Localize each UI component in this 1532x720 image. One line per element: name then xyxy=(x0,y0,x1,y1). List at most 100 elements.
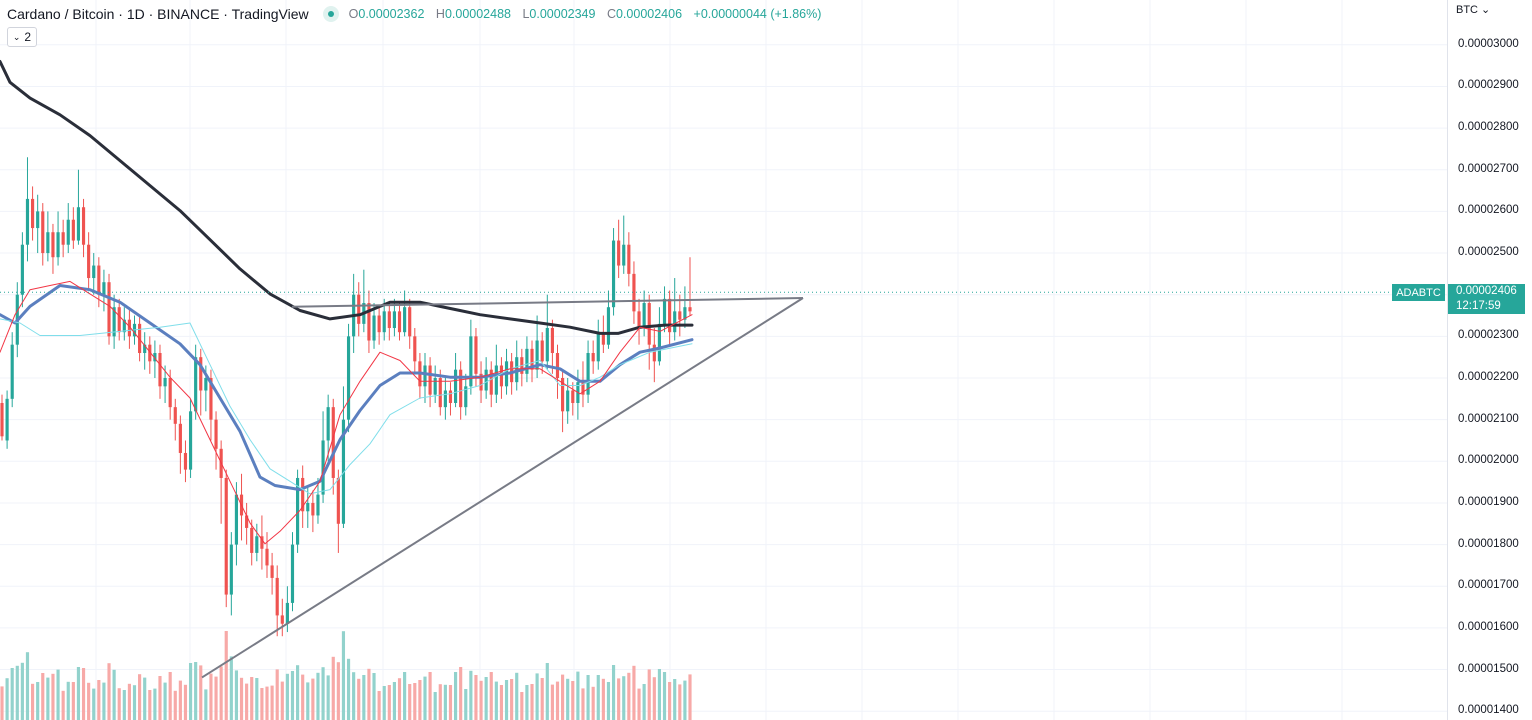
volume-bar xyxy=(341,631,346,720)
candle-body xyxy=(688,307,692,312)
indicators-toggle-button[interactable]: ⌄ 2 xyxy=(7,27,37,47)
candle-body xyxy=(234,494,239,545)
open-value: 0.00002362 xyxy=(358,7,425,21)
moving-average-line xyxy=(0,318,693,495)
candle-body xyxy=(41,211,45,254)
candle-body xyxy=(112,307,116,337)
volume-bar xyxy=(448,685,453,720)
volume-bar xyxy=(260,688,264,720)
trendline xyxy=(291,297,804,308)
candle-body xyxy=(392,311,396,329)
symbol-price-tag: ADABTC xyxy=(1392,284,1445,301)
price-axis[interactable] xyxy=(1447,0,1532,720)
volume-bar xyxy=(530,684,534,720)
candle-body xyxy=(10,344,14,399)
volume-bar xyxy=(387,685,391,720)
candle-body xyxy=(173,407,177,424)
volume-bar xyxy=(566,678,570,720)
volume-bar xyxy=(688,674,692,720)
volume-bar xyxy=(545,663,549,720)
candle-body xyxy=(367,303,371,341)
candle-body xyxy=(372,315,376,341)
candle-body xyxy=(158,353,162,387)
candle-body xyxy=(229,544,233,595)
volume-bar xyxy=(433,692,437,720)
candle-body xyxy=(397,311,402,333)
candle-body xyxy=(443,390,447,408)
chevron-down-icon: ⌄ xyxy=(12,31,21,42)
volume-bar xyxy=(107,663,111,720)
volume-bar xyxy=(576,671,580,720)
candle-body xyxy=(224,477,228,595)
candle-body xyxy=(499,365,504,387)
volume-bar xyxy=(209,673,213,720)
candle-body xyxy=(561,378,565,412)
volume-bar xyxy=(15,665,19,720)
close-value: 0.00002406 xyxy=(615,7,683,21)
candle-body xyxy=(586,353,590,395)
volume-bar xyxy=(10,668,14,720)
candle-body xyxy=(540,340,544,362)
volume-bar xyxy=(255,678,259,720)
bar-countdown: 12:17:59 xyxy=(1456,300,1501,312)
volume-bar xyxy=(148,690,152,720)
volume-bar xyxy=(403,672,407,720)
volume-bar xyxy=(428,672,432,720)
volume-bar xyxy=(499,685,504,720)
candle-body xyxy=(459,369,463,408)
volume-bar xyxy=(438,684,442,720)
volume-bar xyxy=(178,680,182,720)
price-tick-label: 0.00001700 xyxy=(1458,579,1519,592)
candle-body xyxy=(611,240,616,308)
candle-body xyxy=(571,390,575,403)
moving-average-line xyxy=(0,60,694,335)
candle-body xyxy=(321,440,325,495)
volume-bar xyxy=(158,676,162,720)
indicator-count: 2 xyxy=(24,30,32,44)
candle-body xyxy=(469,336,473,387)
candle-body xyxy=(245,515,249,528)
volume-bar xyxy=(296,665,300,720)
candle-body xyxy=(662,298,667,324)
price-tick-label: 0.00002100 xyxy=(1458,412,1519,425)
market-status-icon[interactable] xyxy=(322,6,339,22)
volume-bar xyxy=(250,677,254,720)
candle-body xyxy=(627,244,631,274)
price-tick-label: 0.00001600 xyxy=(1458,620,1519,633)
symbol-title[interactable]: Cardano / Bitcoin · 1D · BINANCE · Tradi… xyxy=(7,6,309,22)
candle-body xyxy=(36,211,40,229)
candle-body xyxy=(163,378,167,387)
volume-bar xyxy=(678,684,682,720)
price-tick-label: 0.00002900 xyxy=(1458,79,1519,92)
volume-bar xyxy=(668,682,672,720)
candle-body xyxy=(255,536,259,553)
volume-bar xyxy=(102,682,106,720)
currency-selector[interactable]: BTC ⌄ xyxy=(1456,3,1490,16)
volume-bar xyxy=(336,662,340,720)
candle-body xyxy=(438,378,442,408)
candle-body xyxy=(403,307,407,333)
candle-body xyxy=(153,353,157,362)
volume-bar xyxy=(188,663,193,720)
volume-bar xyxy=(239,677,244,720)
volume-bar xyxy=(408,684,412,720)
volume-bar xyxy=(138,674,142,720)
candle-body xyxy=(326,407,330,441)
candle-body xyxy=(260,536,264,549)
volume-bar xyxy=(362,675,366,720)
volume-bar xyxy=(423,676,427,720)
candle-body xyxy=(270,565,274,578)
volume-bar xyxy=(163,682,167,720)
candle-body xyxy=(143,344,147,354)
high-key: H xyxy=(435,7,445,21)
candle-body xyxy=(525,348,529,374)
volume-bar xyxy=(61,690,65,720)
candle-body xyxy=(97,265,101,295)
volume-bar xyxy=(662,672,667,720)
candle-body xyxy=(489,369,493,395)
candle-body xyxy=(535,340,539,370)
volume-bar xyxy=(20,662,24,720)
volume-bar xyxy=(479,680,483,720)
price-chart[interactable] xyxy=(0,0,1447,720)
ohlc-values: O0.00002362 H0.00002488 L0.00002349 C0.0… xyxy=(349,7,822,21)
